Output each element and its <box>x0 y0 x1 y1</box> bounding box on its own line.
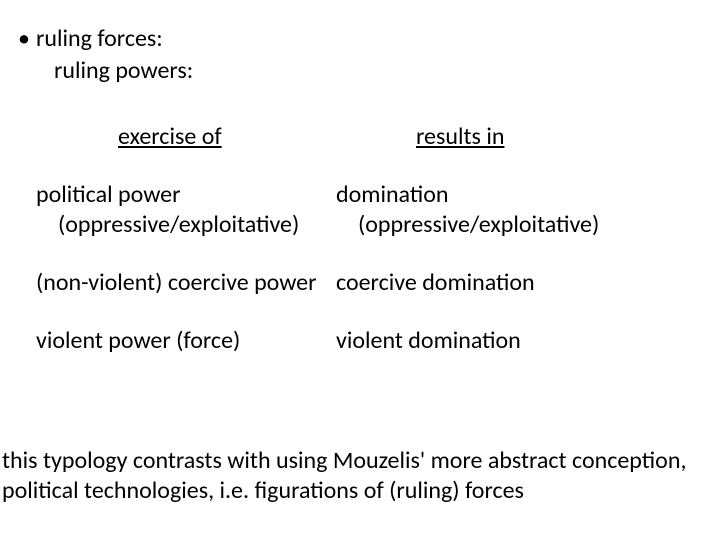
cell-main: violent domination <box>336 326 712 356</box>
cell-left: (non-violent) coercive power <box>36 268 336 298</box>
bullet-line-1: ruling forces: <box>36 24 712 54</box>
cell-sub: (oppressive/exploitative) <box>336 210 712 240</box>
slide: • ruling forces: ruling powers: exercise… <box>0 0 720 540</box>
table-row: violent power (force) violent domination <box>36 326 712 356</box>
cell-main: (non-violent) coercive power <box>36 268 336 298</box>
cell-right: violent domination <box>336 326 712 356</box>
bullet-glyph: • <box>8 24 36 54</box>
cell-left: political power (oppressive/exploitative… <box>36 180 336 240</box>
closing-paragraph: this typology contrasts with using Mouze… <box>2 446 714 506</box>
table-header-row: exercise of results in <box>36 122 712 152</box>
typology-table: exercise of results in political power (… <box>36 122 712 356</box>
cell-right: coercive domination <box>336 268 712 298</box>
bullet-line-2: ruling powers: <box>8 56 712 86</box>
table-row: (non-violent) coercive power coercive do… <box>36 268 712 298</box>
cell-left: violent power (force) <box>36 326 336 356</box>
header-results-in: results in <box>336 122 712 152</box>
bullet-item: • ruling forces: <box>8 24 712 54</box>
cell-sub: (oppressive/exploitative) <box>36 210 336 240</box>
cell-main: coercive domination <box>336 268 712 298</box>
cell-right: domination (oppressive/exploitative) <box>336 180 712 240</box>
table-row: political power (oppressive/exploitative… <box>36 180 712 240</box>
header-exercise-of: exercise of <box>36 122 336 152</box>
cell-main: domination <box>336 180 712 210</box>
cell-main: violent power (force) <box>36 326 336 356</box>
cell-main: political power <box>36 180 336 210</box>
